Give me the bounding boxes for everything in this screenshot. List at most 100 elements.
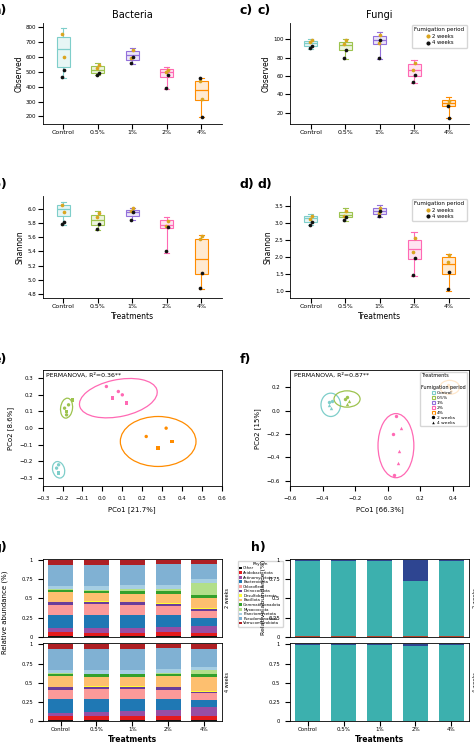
Bar [191,611,217,618]
Bar [48,686,73,687]
Bar [155,687,181,689]
Point [342,211,350,223]
Bar [84,674,109,677]
Bar [48,676,73,686]
Text: c): c) [240,5,253,17]
Bar [191,671,217,674]
Point [395,445,403,457]
X-axis label: PCo1 [66.3%]: PCo1 [66.3%] [356,507,403,514]
Bar [191,693,217,699]
Point [162,246,170,258]
Bar [48,720,73,721]
Point [198,267,206,279]
Bar [120,689,145,698]
Bar [155,669,181,673]
Bar [439,635,464,637]
Bar [48,629,73,632]
Point [93,212,101,224]
Point [102,381,110,393]
Point [60,207,68,219]
Point [60,65,68,77]
Bar [331,645,356,720]
Bar [84,602,109,604]
Bar [120,716,145,720]
Bar [120,649,145,670]
Point [59,29,66,41]
Bar [191,579,217,584]
Bar [84,689,109,698]
Point [198,93,206,105]
Bar [155,720,181,721]
Text: Relative abundance (%): Relative abundance (%) [1,570,8,654]
Bar [408,240,420,259]
Point [308,40,315,52]
Point [447,384,455,396]
Bar [120,560,145,565]
Bar [295,561,320,636]
Bar [120,720,145,721]
Bar [155,606,181,615]
Point [53,462,60,474]
X-axis label: Treatments: Treatments [358,312,401,321]
Point [306,219,314,231]
Point [410,269,417,281]
Text: d): d) [240,178,255,191]
Bar [155,603,181,604]
Bar [367,645,392,720]
Point [93,62,101,74]
Bar [191,699,217,707]
Bar [120,674,145,677]
Bar [155,615,181,627]
Bar [48,698,73,713]
X-axis label: Treatments: Treatments [355,735,404,744]
Point [377,34,384,46]
Text: 2 weeks: 2 weeks [226,588,230,608]
Bar [191,716,217,720]
Point [411,232,419,244]
Bar [191,598,217,608]
Bar [91,216,104,225]
Bar [48,649,73,670]
Y-axis label: PCo2 [15%]: PCo2 [15%] [255,408,261,448]
Bar [48,602,73,605]
Bar [155,674,181,676]
Bar [155,604,181,606]
Bar [48,560,73,565]
Bar [195,81,208,100]
Bar [48,632,73,636]
Point [60,51,68,63]
Bar [155,586,181,590]
Bar [120,591,145,594]
Bar [84,712,109,716]
Point [109,392,116,404]
Bar [155,698,181,710]
Bar [57,38,70,68]
Point [308,210,315,222]
Bar [155,644,181,648]
Point [343,391,351,403]
Bar [120,586,145,590]
Bar [304,216,317,222]
Point [342,44,350,56]
Bar [403,644,428,647]
Bar [155,627,181,632]
Bar [84,615,109,629]
Bar [403,581,428,636]
Point [325,399,333,411]
Point [411,69,419,81]
Point [345,395,353,407]
Bar [403,560,428,581]
X-axis label: Treatments: Treatments [108,735,157,744]
Bar [120,670,145,674]
Point [343,397,351,409]
Bar [191,677,217,691]
Point [377,205,384,217]
Point [63,406,70,418]
Point [197,74,204,86]
Bar [442,100,455,107]
Point [328,395,336,407]
Bar [48,716,73,720]
Bar [48,644,73,649]
Point [60,216,68,228]
Bar [120,686,145,689]
